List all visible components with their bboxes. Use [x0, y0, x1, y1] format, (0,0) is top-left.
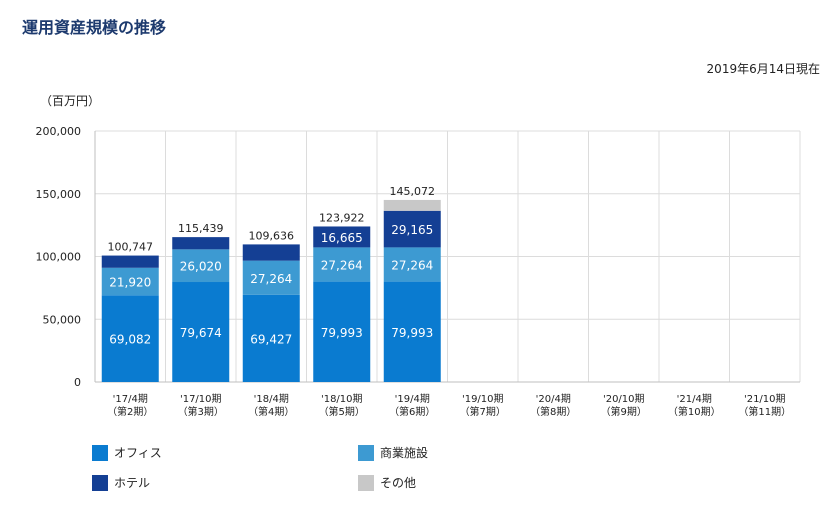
x-tick-label: '21/10期	[744, 393, 786, 405]
y-tick-label: 200,000	[36, 125, 82, 138]
legend-label-retail: 商業施設	[380, 446, 429, 460]
legend-label-other: その他	[380, 476, 417, 490]
bar-other	[383, 199, 441, 211]
bar-retail	[172, 249, 230, 283]
x-tick-sublabel: （第3期）	[178, 405, 224, 418]
bar-hotel	[101, 255, 159, 268]
legend-label-hotel: ホテル	[114, 476, 151, 490]
total-label: 100,747	[108, 241, 154, 254]
data-label-office: 79,993	[321, 326, 363, 340]
x-tick-sublabel: （第6期）	[389, 405, 435, 418]
as-of-date: 2019年6月14日現在	[706, 62, 820, 76]
x-tick-label: '18/10期	[321, 393, 363, 405]
x-tick-sublabel: （第7期）	[460, 405, 506, 418]
legend-item-retail: 商業施設	[358, 444, 428, 461]
bar-hotel	[313, 226, 371, 248]
y-tick-label: 0	[74, 376, 81, 389]
bar-retail	[101, 267, 159, 296]
data-label-hotel: 29,165	[391, 223, 433, 237]
bar-office	[313, 281, 371, 382]
x-tick-label: '17/10期	[180, 393, 222, 405]
bar-office	[172, 282, 230, 382]
y-tick-label: 50,000	[43, 313, 82, 326]
x-tick-sublabel: （第4期）	[248, 405, 294, 418]
x-tick-label: '20/4期	[536, 393, 571, 405]
data-label-retail: 27,264	[321, 259, 363, 273]
data-label-office: 69,082	[109, 333, 151, 347]
x-tick-sublabel: （第2期）	[107, 405, 153, 418]
x-tick-label: '17/4期	[113, 393, 148, 405]
bar-retail	[313, 247, 371, 282]
page-title: 運用資産規模の推移	[22, 18, 167, 37]
total-label: 123,922	[319, 211, 365, 224]
legend-label-office: オフィス	[114, 446, 162, 460]
stacked-bar-chart: 0 50,000 100,000 150,000 200,000 69,082 21,920…	[36, 125, 801, 418]
unit-label: （百万円）	[40, 94, 101, 108]
bar-office	[383, 281, 441, 382]
x-tick-sublabel: （第11期）	[738, 405, 791, 418]
data-label-retail: 21,920	[109, 276, 151, 290]
bar-office	[242, 294, 300, 382]
chart-legend: オフィス 商業施設 ホテル その他	[92, 444, 692, 504]
bar-retail	[383, 247, 441, 282]
y-tick-label: 100,000	[36, 251, 82, 264]
x-tick-sublabel: （第9期）	[601, 405, 647, 418]
legend-item-hotel: ホテル	[92, 474, 150, 491]
legend-swatch-hotel	[92, 474, 108, 491]
x-tick-label: '19/10期	[462, 393, 504, 405]
bar-hotel	[383, 210, 441, 248]
data-label-retail: 27,264	[250, 272, 292, 286]
legend-item-office: オフィス	[92, 444, 162, 461]
bar-office	[101, 295, 159, 382]
data-label-office: 79,674	[180, 326, 222, 340]
x-tick-sublabel: （第5期）	[319, 405, 365, 418]
legend-swatch-retail	[358, 444, 374, 461]
x-tick-label: '21/4期	[677, 393, 712, 405]
data-label-office: 79,993	[391, 326, 433, 340]
x-tick-sublabel: （第8期）	[530, 405, 576, 418]
x-tick-sublabel: （第10期）	[668, 405, 721, 418]
bar-retail	[242, 260, 300, 295]
x-tick-label: '19/4期	[395, 393, 430, 405]
x-tick-label: '18/4期	[254, 393, 289, 405]
data-label-office: 69,427	[250, 332, 292, 346]
total-label: 115,439	[178, 222, 224, 235]
legend-swatch-office	[92, 444, 108, 461]
total-label: 109,636	[249, 229, 295, 242]
data-label-retail: 27,264	[391, 259, 433, 273]
total-label: 145,072	[390, 185, 436, 198]
data-label-retail: 26,020	[180, 260, 222, 274]
data-label-hotel: 16,665	[321, 231, 363, 245]
legend-swatch-other	[358, 474, 374, 491]
bar-hotel	[172, 237, 230, 250]
bar-hotel	[242, 244, 300, 261]
x-tick-label: '20/10期	[603, 393, 645, 405]
y-tick-label: 150,000	[36, 188, 82, 201]
legend-item-other: その他	[358, 474, 416, 491]
